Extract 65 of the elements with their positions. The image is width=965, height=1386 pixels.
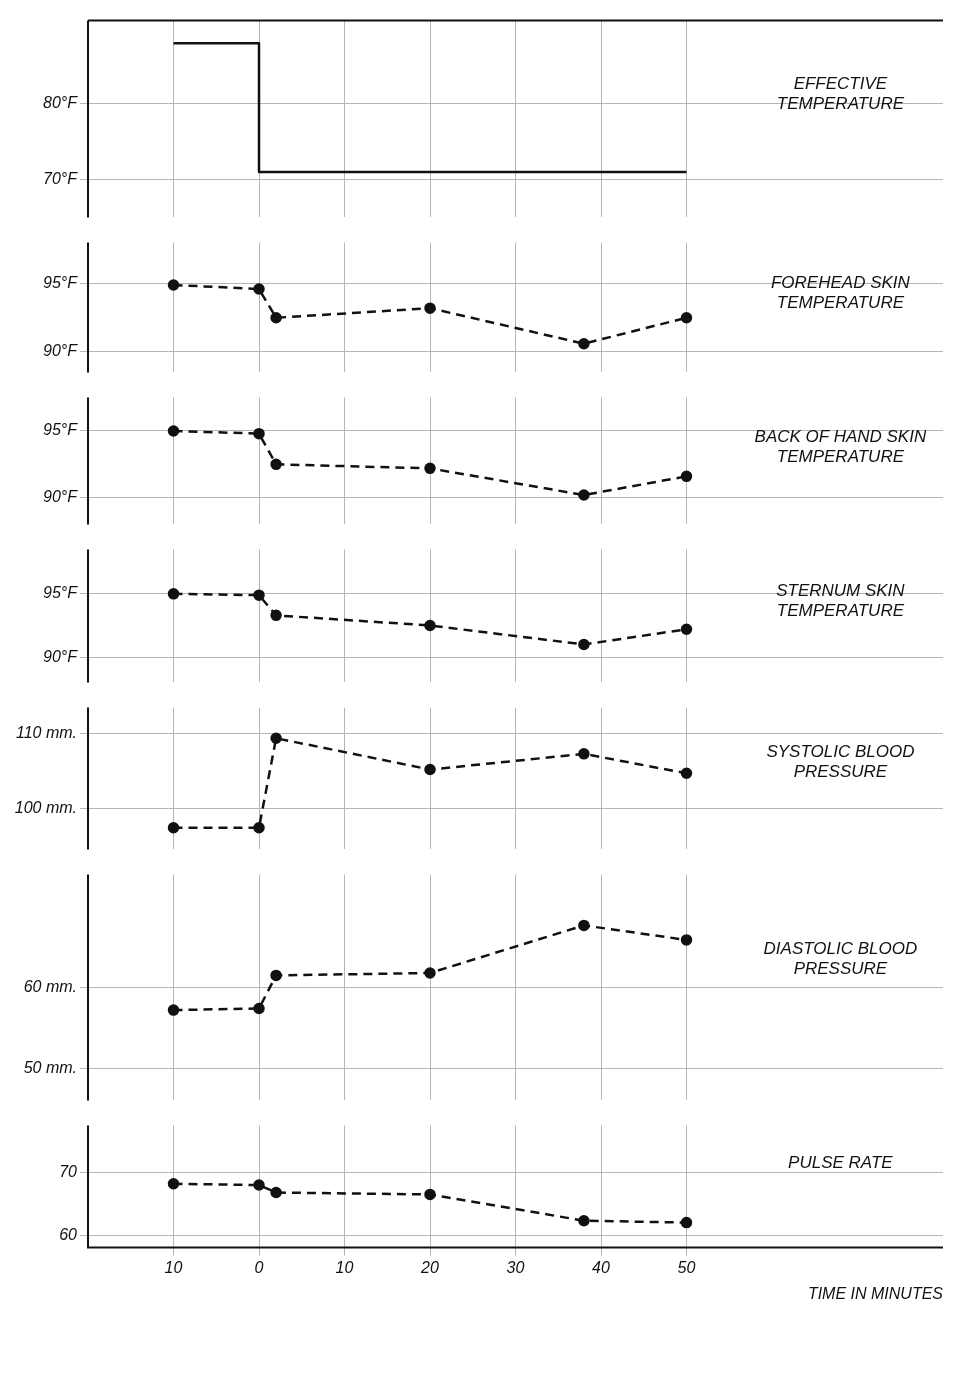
point: [270, 1186, 282, 1199]
point: [167, 279, 180, 291]
y-tick-label: 110 mm.: [15, 724, 77, 742]
point: [578, 489, 590, 501]
point: [270, 312, 282, 324]
point: [270, 609, 282, 622]
y-tick-label: 100 mm.: [14, 798, 77, 816]
x-tick-label: 50: [677, 1258, 696, 1276]
point: [424, 763, 436, 776]
point: [424, 302, 436, 314]
x-tick-label: 20: [420, 1258, 439, 1276]
text: FOREHEAD SKIN TEMPERATURE: [770, 273, 911, 313]
point: [424, 1188, 436, 1201]
point: [253, 283, 265, 295]
point: [270, 969, 282, 982]
y-tick-label: 60 mm.: [23, 977, 77, 995]
point: [270, 732, 282, 744]
x-tick-label: 10: [335, 1258, 354, 1276]
point: [167, 425, 180, 437]
point: [253, 822, 265, 834]
y-tick-label: 95°F: [43, 584, 79, 602]
y-tick-label: 95°F: [43, 421, 79, 439]
y-tick-label: 70°F: [43, 170, 79, 188]
point: [424, 967, 436, 979]
x-tick-label: 30: [506, 1258, 525, 1276]
point: [167, 822, 180, 834]
point: [270, 458, 282, 471]
point: [424, 462, 436, 475]
y-tick-label: 70: [59, 1162, 78, 1180]
x-axis-title: TIME IN MINUTES: [807, 1284, 944, 1302]
y-tick-label: 95°F: [43, 274, 79, 292]
text: EFFECTIVE TEMPERATURE: [776, 74, 905, 114]
point: [424, 619, 436, 632]
text: SYSTOLIC BLOOD PRESSURE: [766, 742, 915, 782]
y-tick-label: 90°F: [43, 488, 79, 506]
x-tick-label: 40: [592, 1258, 610, 1276]
text: BACK OF HAND SKIN TEMPERATURE: [754, 426, 927, 466]
point: [680, 1216, 693, 1229]
point: [680, 934, 693, 946]
point: [578, 748, 590, 760]
point: [167, 588, 180, 600]
y-tick-label: 60: [59, 1225, 78, 1243]
point: [167, 1004, 180, 1016]
text: STERNUM SKIN TEMPERATURE: [776, 581, 906, 621]
y-tick-label: 90°F: [43, 342, 79, 360]
point: [253, 427, 265, 440]
point: [167, 1178, 180, 1190]
y-tick-label: 80°F: [43, 94, 79, 112]
point: [578, 919, 590, 932]
text: DIASTOLIC BLOOD PRESSURE: [763, 938, 918, 978]
point: [253, 1179, 265, 1191]
point: [578, 337, 590, 350]
y-tick-label: 50 mm.: [23, 1058, 77, 1076]
x-tick-label: 10: [164, 1258, 183, 1276]
point: [253, 1002, 265, 1015]
point: [680, 623, 693, 636]
point: [578, 1214, 590, 1227]
y-tick-label: 90°F: [43, 647, 79, 665]
point: [680, 767, 693, 780]
point: [578, 638, 590, 651]
text: PULSE RATE: [788, 1153, 894, 1173]
point: [680, 312, 693, 324]
x-tick-label: 0: [254, 1258, 264, 1276]
point: [253, 589, 265, 601]
point: [680, 470, 693, 483]
